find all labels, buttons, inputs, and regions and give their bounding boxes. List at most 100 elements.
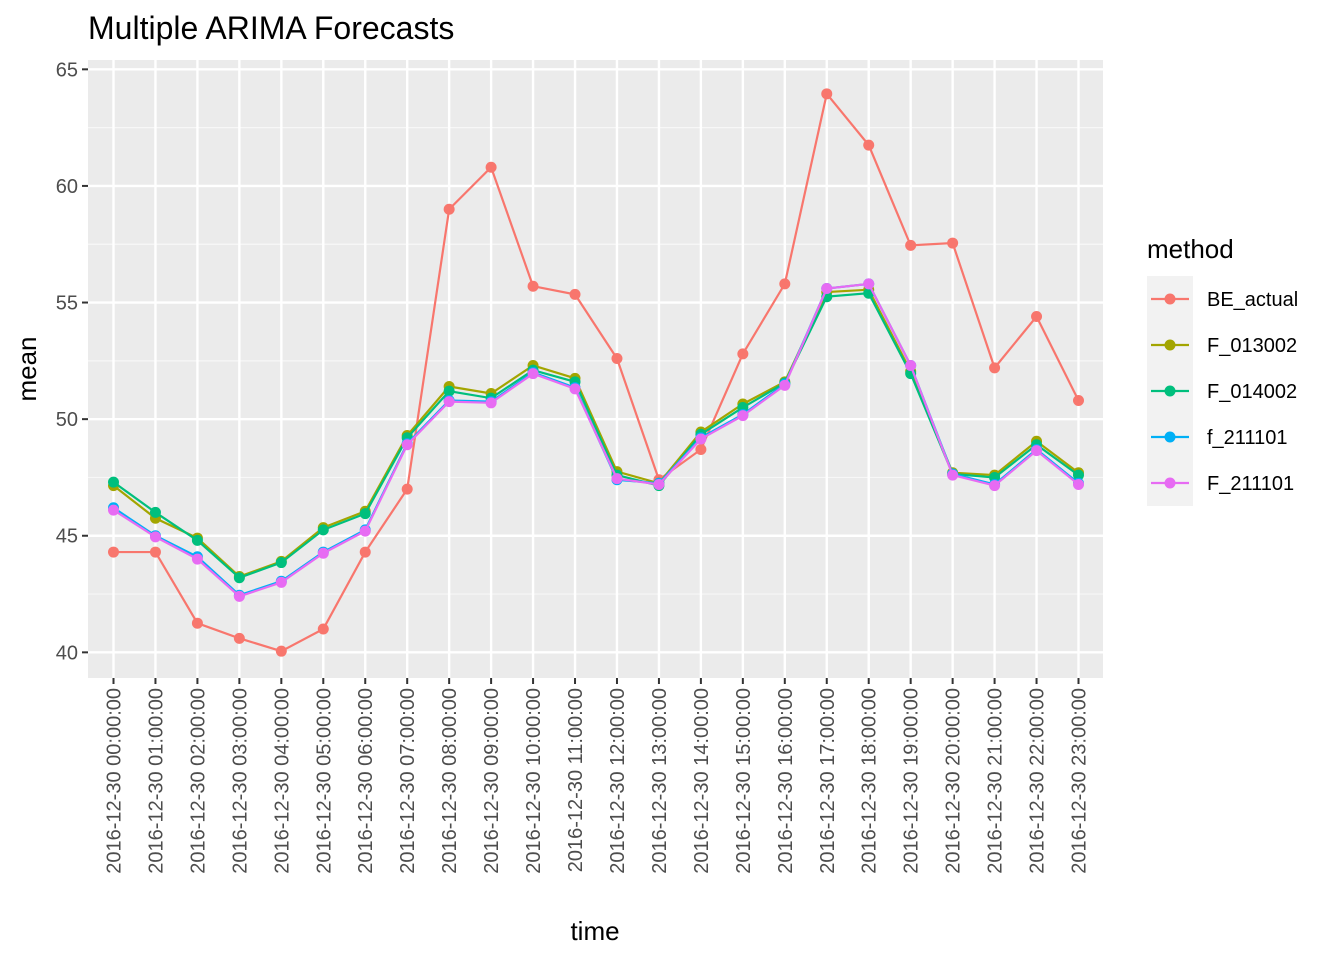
series-BE_actual [108, 88, 1084, 657]
legend: method BE_actual F_013002 F_014002 f_211101… [1147, 234, 1298, 506]
data-point [821, 88, 833, 100]
data-point [989, 480, 1001, 492]
data-point [695, 443, 707, 455]
data-point [1073, 394, 1084, 406]
x-tick-label: 2016-12-30 09:00:00 [481, 688, 503, 874]
series-layer [108, 88, 1084, 657]
plot-panel [88, 60, 1103, 678]
legend-key-point [1164, 431, 1176, 443]
x-tick-label: 2016-12-30 01:00:00 [145, 688, 167, 874]
legend-item: F_013002 [1151, 335, 1297, 357]
data-point [149, 506, 161, 518]
legend-title: method [1147, 234, 1234, 264]
y-tick-label: 45 [56, 526, 78, 548]
x-tick-label: 2016-12-30 19:00:00 [901, 688, 923, 874]
y-axis-label: mean [12, 336, 42, 401]
data-point [1031, 445, 1043, 457]
data-point [527, 368, 539, 380]
data-point [611, 353, 623, 365]
data-point [779, 278, 791, 290]
x-tick-label: 2016-12-30 15:00:00 [733, 688, 755, 874]
legend-label: f_211101 [1207, 427, 1287, 449]
x-tick-label: 2016-12-30 14:00:00 [691, 688, 713, 874]
data-point [443, 385, 455, 397]
data-point [359, 525, 371, 537]
data-point [275, 557, 287, 569]
data-point [947, 469, 959, 481]
data-point [191, 534, 203, 546]
data-point [1031, 311, 1043, 323]
series-line [113, 91, 1080, 653]
y-tick-label: 60 [56, 176, 78, 198]
data-point [737, 410, 749, 422]
y-tick-label: 50 [56, 409, 78, 431]
x-tick-label: 2016-12-30 00:00:00 [104, 688, 126, 874]
data-point [527, 280, 539, 292]
data-point [695, 433, 707, 445]
legend-key-point [1164, 477, 1176, 489]
data-point [233, 632, 245, 644]
x-tick-label: 2016-12-30 21:00:00 [985, 688, 1007, 874]
legend-label: BE_actual [1207, 289, 1298, 311]
series-F_211101 [108, 278, 1084, 602]
x-axis-label: time [570, 916, 619, 946]
data-point [359, 508, 371, 520]
data-point [108, 476, 119, 488]
y-axis: 40 45 50 55 60 65 [56, 59, 88, 664]
data-point [485, 397, 497, 409]
data-point [359, 546, 371, 558]
legend-label: F_014002 [1207, 381, 1297, 403]
x-tick-label: 2016-12-30 08:00:00 [439, 688, 461, 874]
data-point [443, 396, 455, 408]
x-tick-label: 2016-12-30 20:00:00 [943, 688, 965, 874]
data-point [275, 576, 287, 588]
data-point [401, 483, 413, 495]
legend-label: F_013002 [1207, 335, 1297, 357]
legend-item: F_211101 [1151, 473, 1294, 495]
x-tick-label: 2016-12-30 13:00:00 [649, 688, 671, 874]
x-tick-label: 2016-12-30 02:00:00 [187, 688, 209, 874]
legend-key-point [1164, 385, 1176, 397]
x-tick-label: 2016-12-30 06:00:00 [355, 688, 377, 874]
data-point [233, 590, 245, 602]
legend-key-point [1164, 293, 1176, 305]
data-point [149, 546, 161, 558]
data-point [317, 623, 329, 635]
y-tick-label: 55 [56, 293, 78, 315]
legend-key-point [1164, 339, 1176, 351]
data-point [401, 439, 413, 451]
data-point [863, 278, 875, 290]
data-point [233, 572, 245, 584]
data-point [275, 645, 287, 657]
legend-item: f_211101 [1151, 427, 1287, 449]
data-point [191, 617, 203, 629]
x-tick-label: 2016-12-30 10:00:00 [523, 688, 545, 874]
y-tick-label: 40 [56, 642, 78, 664]
data-point [611, 473, 623, 485]
x-axis: 2016-12-30 00:00:00 2016-12-30 01:00:00 20… [104, 678, 1091, 874]
data-point [737, 348, 749, 360]
data-point [443, 203, 455, 215]
legend-items: BE_actual F_013002 F_014002 f_211101 F_21110… [1151, 289, 1298, 495]
series-line [112, 282, 1080, 598]
data-point [191, 553, 203, 565]
data-point [947, 237, 959, 249]
data-point [317, 547, 329, 559]
data-point [569, 288, 581, 300]
data-point [108, 546, 119, 558]
chart-title: Multiple ARIMA Forecasts [88, 10, 454, 46]
data-point [989, 362, 1001, 374]
x-tick-label: 2016-12-30 05:00:00 [313, 688, 335, 874]
data-point [1073, 469, 1084, 481]
x-tick-label: 2016-12-30 12:00:00 [607, 688, 629, 874]
data-point [905, 239, 917, 251]
x-tick-label: 2016-12-30 07:00:00 [397, 688, 419, 874]
data-point [569, 383, 581, 395]
data-point [863, 139, 875, 151]
data-point [821, 283, 833, 295]
legend-item: BE_actual [1151, 289, 1298, 311]
y-tick-label: 65 [56, 59, 78, 81]
data-point [653, 478, 665, 490]
legend-item: F_014002 [1151, 381, 1297, 403]
